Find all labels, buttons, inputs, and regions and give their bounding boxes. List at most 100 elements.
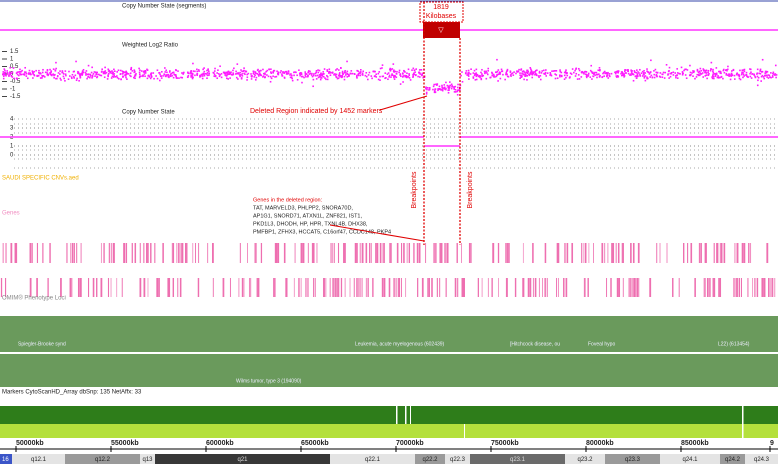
gene [5, 243, 7, 263]
deletion-segment[interactable] [423, 22, 460, 38]
probe [621, 74, 623, 77]
probe [481, 75, 483, 78]
size-unit: Kilobases [426, 13, 457, 20]
probe [743, 70, 746, 73]
probe [483, 70, 486, 73]
probe [406, 72, 408, 75]
track-title: Genes [2, 211, 20, 217]
probe [651, 76, 654, 79]
probe [223, 72, 226, 75]
probe [182, 73, 184, 75]
gene [147, 278, 149, 297]
gene [752, 278, 754, 297]
probe [636, 75, 639, 77]
probe [665, 64, 668, 66]
probe [625, 69, 627, 71]
probe [107, 70, 110, 72]
probe [695, 76, 698, 78]
probe [481, 68, 483, 71]
probe [531, 73, 533, 76]
probe [756, 73, 758, 75]
probe [597, 69, 600, 72]
probe [384, 77, 386, 80]
gene [649, 278, 652, 297]
probe [640, 72, 643, 75]
gene [720, 243, 723, 263]
gene [634, 278, 636, 297]
probe [229, 77, 231, 79]
gene [709, 278, 711, 297]
band [140, 454, 155, 464]
probe [32, 71, 34, 74]
gene [156, 278, 159, 297]
probe [742, 76, 744, 79]
probe [448, 87, 450, 90]
probe [166, 74, 168, 76]
probe [224, 71, 226, 74]
probe [559, 74, 561, 77]
probe [582, 72, 585, 74]
probe [328, 70, 330, 73]
probe [102, 72, 105, 75]
probe [326, 78, 329, 81]
probe [206, 69, 208, 72]
gene [556, 278, 558, 297]
size-box [419, 1, 464, 23]
probe [412, 67, 415, 70]
probe [763, 74, 766, 77]
omim-label: Leukemia, acute myelogenous (602439) [355, 341, 445, 347]
probe [319, 78, 322, 81]
probe [519, 74, 521, 77]
gene [497, 243, 499, 263]
probe [310, 74, 313, 76]
probe [28, 73, 30, 75]
probe [614, 71, 616, 74]
track-title: Weighted Log2 Ratio [122, 43, 179, 49]
probe [300, 73, 302, 75]
gene [332, 278, 334, 297]
probe [623, 75, 626, 77]
probe [770, 76, 772, 79]
probe [773, 73, 775, 76]
probe [425, 91, 428, 94]
gene [80, 243, 82, 263]
gene [243, 278, 245, 297]
probe [563, 74, 566, 77]
probe [706, 77, 708, 80]
probe [414, 74, 417, 77]
probe [264, 72, 266, 75]
gene [143, 243, 145, 263]
probe [24, 66, 26, 69]
probe [545, 69, 547, 71]
probe [47, 74, 49, 77]
probe [315, 78, 318, 80]
probe [155, 75, 157, 77]
probe [742, 69, 745, 71]
gene [401, 243, 403, 263]
probe [204, 72, 207, 75]
probe [361, 73, 364, 76]
probe [318, 74, 321, 76]
probe [632, 79, 635, 82]
gene [593, 243, 594, 263]
probe [331, 71, 334, 74]
probe [393, 71, 395, 73]
probe [534, 69, 537, 72]
gene [621, 243, 623, 263]
gene [383, 278, 385, 297]
probe [212, 71, 215, 74]
probe [632, 73, 634, 76]
probe [646, 70, 648, 72]
probe [360, 69, 362, 71]
probe [150, 73, 152, 75]
band [745, 454, 778, 464]
gene [73, 243, 75, 263]
probe [303, 76, 305, 79]
probe [448, 86, 451, 88]
probe [413, 72, 415, 75]
gene [487, 278, 489, 297]
gene [274, 278, 276, 297]
probe [564, 70, 567, 73]
probe [676, 72, 679, 74]
probe [467, 74, 470, 76]
